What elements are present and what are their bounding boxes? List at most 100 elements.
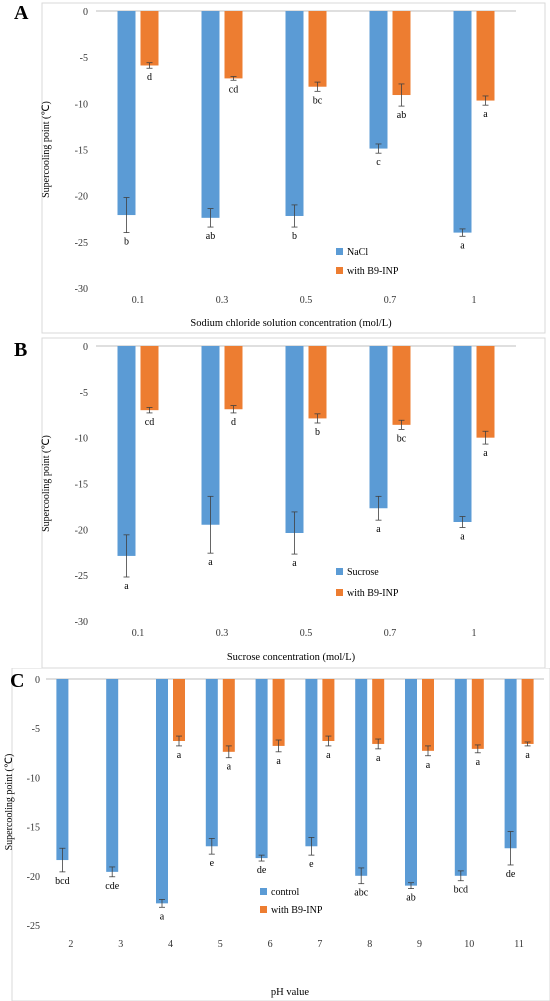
chart-c-y-tick-label: -20 (27, 872, 40, 883)
chart-c-x-tick-label: 9 (417, 939, 422, 950)
chart-c-significance-label: cde (105, 881, 119, 892)
chart-c-significance-label: a (160, 911, 165, 922)
chart-b-bar-series1 (285, 346, 304, 533)
chart-c-bar-series2 (422, 679, 434, 751)
chart-b-significance-label: d (231, 417, 236, 428)
chart-c-significance-label: a (476, 757, 481, 768)
chart-a-significance-label: b (292, 231, 297, 242)
chart-b-legend-label-series1: Sucrose (347, 567, 379, 578)
chart-b-x-tick-label: 0.7 (384, 628, 397, 639)
chart-c-svg: 0 -5 -10 -15 -20 -25 Supercooling point (℃) 2 bc… (4, 668, 550, 1001)
chart-c-bar-series1 (504, 679, 517, 849)
chart-c-significance-label: a (426, 760, 431, 771)
chart-c-bar-series1 (255, 679, 268, 859)
chart-a-bar-series2 (224, 11, 243, 79)
chart-c-x-tick-label: 4 (168, 939, 173, 950)
chart-a-x-tick-label: 0.1 (132, 295, 145, 306)
chart-a-bar-series2 (392, 11, 411, 96)
chart-c-y-tick-label: 0 (35, 675, 40, 686)
chart-c-bar-series1 (156, 679, 168, 904)
chart-c-significance-label: e (309, 859, 314, 870)
chart-b-bar-series1 (117, 346, 136, 556)
chart-c-x-tick-label: 6 (268, 939, 273, 950)
chart-a-legend-label-series2: with B9-INP (347, 266, 399, 277)
chart-a-y-tick-label: 0 (83, 7, 88, 18)
chart-c-x-tick-label: 5 (218, 939, 223, 950)
chart-b-x-tick-label: 1 (472, 628, 477, 639)
chart-a-x-axis-title: Sodium chloride solution concentration (… (190, 318, 392, 329)
chart-c-x-tick-label: 7 (317, 939, 322, 950)
chart-c-legend-label-series2: with B9-INP (271, 905, 323, 916)
chart-c-significance-label: bcd (55, 876, 69, 887)
chart-b-x-axis-title: Sucrose concentration (mol/L) (227, 652, 356, 663)
chart-b-significance-label: a (483, 448, 488, 459)
chart-b-bar-series1 (369, 346, 388, 509)
chart-b-bar-series2 (140, 346, 159, 411)
chart-c-x-tick-label: 10 (464, 939, 474, 950)
chart-c-bar-series2 (322, 679, 335, 741)
chart-a-bar-series1 (453, 11, 472, 233)
chart-b-bar-series2 (308, 346, 327, 419)
chart-a-significance-label: cd (229, 84, 238, 95)
chart-c-x-tick-label: 8 (367, 939, 372, 950)
chart-c-bar-series1 (355, 679, 368, 876)
chart-a-bar-series2 (308, 11, 327, 87)
chart-c-bar-series2 (222, 679, 235, 752)
panel-c-letter: C (10, 670, 25, 692)
chart-a-legend-swatch-series2 (336, 267, 343, 274)
chart-b-y-tick-label: -5 (80, 388, 88, 399)
chart-b-bar-series1 (453, 346, 472, 522)
chart-b-bar-series2 (392, 346, 411, 425)
chart-a-significance-label: d (147, 72, 152, 83)
chart-a-legend-swatch-series1 (336, 248, 343, 255)
chart-b-legend-swatch-series2 (336, 589, 343, 596)
chart-panel-b: 0 -5 -10 -15 -20 -25 -30 Supercooling point (℃)… (0, 335, 550, 670)
chart-c-y-tick-label: -15 (27, 823, 40, 834)
chart-a-y-axis-title: Supercooling point (℃) (41, 101, 52, 198)
chart-a-y-tick-label: -15 (75, 146, 88, 157)
chart-c-bar-series1 (56, 679, 69, 861)
chart-c-x-tick-label: 2 (68, 939, 73, 950)
chart-c-y-tick-label: -5 (32, 724, 40, 735)
chart-b-x-tick-label: 0.1 (132, 628, 145, 639)
chart-b-y-tick-label: 0 (83, 342, 88, 353)
chart-panel-a: 0 -5 -10 -15 -20 -25 -30 Supercooling point (℃)… (0, 0, 550, 335)
chart-b-y-axis-title: Supercooling point (℃) (41, 435, 52, 532)
chart-b-significance-label: a (208, 557, 213, 568)
chart-a-bar-series1 (201, 11, 220, 218)
chart-a-significance-label: ab (206, 231, 215, 242)
chart-a-x-tick-label: 0.7 (384, 295, 397, 306)
chart-b-significance-label: cd (145, 417, 154, 428)
chart-c-y-tick-label: -10 (27, 773, 40, 784)
chart-c-x-tick-label: 3 (118, 939, 123, 950)
chart-c-x-axis-title: pH value (271, 987, 310, 998)
chart-b-svg: 0 -5 -10 -15 -20 -25 -30 Supercooling point (℃)… (41, 337, 546, 669)
chart-b-y-tick-label: -20 (75, 525, 88, 536)
chart-a-significance-label: bc (313, 95, 323, 106)
chart-panel-c: 0 -5 -10 -15 -20 -25 Supercooling point (℃) 2 bc… (0, 668, 550, 1001)
chart-a-x-tick-label: 1 (472, 295, 477, 306)
chart-b-significance-label: a (376, 524, 381, 535)
chart-c-bar-series1 (405, 679, 417, 886)
chart-a-bar-series1 (369, 11, 388, 149)
chart-c-significance-label: ab (406, 893, 415, 904)
chart-a-x-tick-label: 0.5 (300, 295, 313, 306)
chart-c-y-axis-title: Supercooling point (℃) (4, 754, 15, 851)
chart-c-bar-series1 (205, 679, 218, 847)
chart-c-x-tick-label: 11 (514, 939, 524, 950)
chart-a-x-tick-label: 0.3 (216, 295, 229, 306)
chart-c-significance-label: a (326, 750, 331, 761)
chart-b-bar-series2 (224, 346, 243, 410)
chart-c-significance-label: de (506, 869, 516, 880)
chart-b-bar-series1 (201, 346, 220, 525)
chart-c-bar-series2 (173, 679, 185, 741)
chart-a-y-tick-label: -10 (75, 99, 88, 110)
chart-c-significance-label: a (376, 753, 381, 764)
chart-b-x-tick-label: 0.3 (216, 628, 229, 639)
chart-b-y-tick-label: -30 (75, 617, 88, 628)
chart-a-frame (41, 2, 546, 334)
chart-b-bar-series2 (476, 346, 495, 438)
chart-c-legend-swatch-series2 (260, 906, 267, 913)
chart-c-bar-series1 (106, 679, 119, 872)
chart-c-significance-label: e (210, 858, 215, 869)
